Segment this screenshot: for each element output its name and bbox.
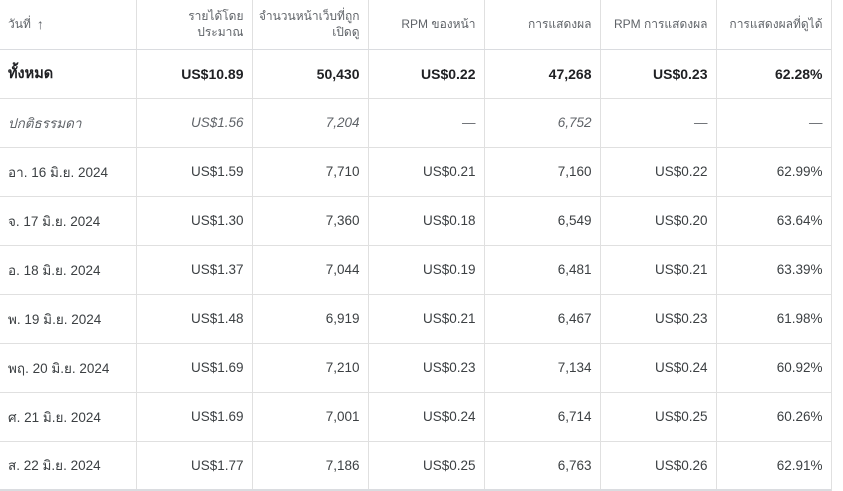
cell-date: ส. 22 มิ.ย. 2024 xyxy=(0,441,137,491)
cell-impression-rpm: US$0.24 xyxy=(600,343,717,393)
cell-est-revenue: US$1.37 xyxy=(136,245,253,295)
cell-date: จ. 17 มิ.ย. 2024 xyxy=(0,196,137,246)
cell-active-view-viewable: 62.91% xyxy=(716,441,832,491)
table-row: ศ. 21 มิ.ย. 2024 US$1.69 7,001 US$0.24 6… xyxy=(0,392,832,442)
cell-pageviews: 7,186 xyxy=(252,441,369,491)
table-row: ส. 22 มิ.ย. 2024 US$1.77 7,186 US$0.25 6… xyxy=(0,441,832,491)
cell-impression-rpm: US$0.22 xyxy=(600,147,717,197)
cell-est-revenue: US$1.30 xyxy=(136,196,253,246)
cell-active-view-viewable: 62.99% xyxy=(716,147,832,197)
cell-impression-rpm: US$0.20 xyxy=(600,196,717,246)
column-header-label: การแสดงผลที่ดูได้ xyxy=(729,17,823,32)
cell-pageviews: 7,210 xyxy=(252,343,369,393)
cell-active-view-viewable: 60.92% xyxy=(716,343,832,393)
cell-date: อ. 18 มิ.ย. 2024 xyxy=(0,245,137,295)
cell-impressions: 6,481 xyxy=(484,245,601,295)
total-row: ทั้งหมด US$10.89 50,430 US$0.22 47,268 U… xyxy=(0,49,832,99)
column-header-label: รายได้โดยประมาณ xyxy=(188,9,244,40)
cell-est-revenue: US$1.59 xyxy=(136,147,253,197)
cell-impression-rpm: US$0.21 xyxy=(600,245,717,295)
column-header-active-view-viewable[interactable]: การแสดงผลที่ดูได้ xyxy=(716,0,832,50)
cell-pageviews: 7,204 xyxy=(252,98,369,148)
cell-page-rpm: US$0.24 xyxy=(368,392,485,442)
cell-impressions: 7,160 xyxy=(484,147,601,197)
cell-impression-rpm: US$0.23 xyxy=(600,49,717,99)
table-row: อา. 16 มิ.ย. 2024 US$1.59 7,710 US$0.21 … xyxy=(0,147,832,197)
cell-active-view-viewable: 63.39% xyxy=(716,245,832,295)
cell-page-rpm: US$0.22 xyxy=(368,49,485,99)
cell-pageviews: 7,044 xyxy=(252,245,369,295)
cell-impressions: 6,549 xyxy=(484,196,601,246)
cell-date: อา. 16 มิ.ย. 2024 xyxy=(0,147,137,197)
column-header-label: จำนวนหน้าเว็บที่ถูกเปิดดู xyxy=(258,9,360,40)
cell-page-rpm: US$0.18 xyxy=(368,196,485,246)
cell-est-revenue: US$1.69 xyxy=(136,392,253,442)
cell-page-rpm: — xyxy=(368,98,485,148)
table-row: พฤ. 20 มิ.ย. 2024 US$1.69 7,210 US$0.23 … xyxy=(0,343,832,393)
cell-page-rpm: US$0.21 xyxy=(368,147,485,197)
cell-impressions: 6,763 xyxy=(484,441,601,491)
cell-impression-rpm: — xyxy=(600,98,717,148)
column-header-label: วันที่ xyxy=(8,17,31,32)
cell-est-revenue: US$1.48 xyxy=(136,294,253,344)
cell-page-rpm: US$0.25 xyxy=(368,441,485,491)
cell-date: ศ. 21 มิ.ย. 2024 xyxy=(0,392,137,442)
table-row: อ. 18 มิ.ย. 2024 US$1.37 7,044 US$0.19 6… xyxy=(0,245,832,295)
column-header-label: การแสดงผล xyxy=(527,17,592,32)
cell-impression-rpm: US$0.26 xyxy=(600,441,717,491)
cell-impressions: 6,752 xyxy=(484,98,601,148)
cell-date: ทั้งหมด xyxy=(0,49,137,99)
cell-date: ปกติธรรมดา xyxy=(0,98,137,148)
column-header-label: RPM ของหน้า xyxy=(401,17,476,32)
cell-est-revenue: US$1.56 xyxy=(136,98,253,148)
cell-date: พ. 19 มิ.ย. 2024 xyxy=(0,294,137,344)
cell-impressions: 6,467 xyxy=(484,294,601,344)
cell-page-rpm: US$0.23 xyxy=(368,343,485,393)
cell-page-rpm: US$0.21 xyxy=(368,294,485,344)
cell-active-view-viewable: 62.28% xyxy=(716,49,832,99)
cell-impressions: 47,268 xyxy=(484,49,601,99)
cell-active-view-viewable: — xyxy=(716,98,832,148)
cell-impression-rpm: US$0.23 xyxy=(600,294,717,344)
normal-row: ปกติธรรมดา US$1.56 7,204 — 6,752 — — xyxy=(0,98,832,148)
column-header-impression-rpm[interactable]: RPM การแสดงผล xyxy=(600,0,717,50)
cell-est-revenue: US$1.77 xyxy=(136,441,253,491)
cell-active-view-viewable: 61.98% xyxy=(716,294,832,344)
cell-active-view-viewable: 60.26% xyxy=(716,392,832,442)
cell-pageviews: 7,360 xyxy=(252,196,369,246)
column-header-label: RPM การแสดงผล xyxy=(613,17,708,32)
cell-pageviews: 7,001 xyxy=(252,392,369,442)
cell-impression-rpm: US$0.25 xyxy=(600,392,717,442)
cell-active-view-viewable: 63.64% xyxy=(716,196,832,246)
column-header-impressions[interactable]: การแสดงผล xyxy=(484,0,601,50)
column-header-pageviews[interactable]: จำนวนหน้าเว็บที่ถูกเปิดดู xyxy=(252,0,369,50)
column-header-page-rpm[interactable]: RPM ของหน้า xyxy=(368,0,485,50)
cell-impressions: 6,714 xyxy=(484,392,601,442)
table-row: พ. 19 มิ.ย. 2024 US$1.48 6,919 US$0.21 6… xyxy=(0,294,832,344)
cell-pageviews: 7,710 xyxy=(252,147,369,197)
cell-pageviews: 6,919 xyxy=(252,294,369,344)
arrow-up-icon[interactable]: ↑ xyxy=(36,16,44,33)
table-scroll-edge xyxy=(831,0,843,491)
cell-impressions: 7,134 xyxy=(484,343,601,393)
header-row: วันที่ ↑ รายได้โดยประมาณ จำนวนหน้าเว็บที่… xyxy=(0,0,832,50)
cell-est-revenue: US$1.69 xyxy=(136,343,253,393)
column-header-est-revenue[interactable]: รายได้โดยประมาณ xyxy=(136,0,253,50)
column-header-date[interactable]: วันที่ ↑ xyxy=(0,0,137,50)
cell-date: พฤ. 20 มิ.ย. 2024 xyxy=(0,343,137,393)
cell-pageviews: 50,430 xyxy=(252,49,369,99)
cell-page-rpm: US$0.19 xyxy=(368,245,485,295)
table-row: จ. 17 มิ.ย. 2024 US$1.30 7,360 US$0.18 6… xyxy=(0,196,832,246)
cell-est-revenue: US$10.89 xyxy=(136,49,253,99)
